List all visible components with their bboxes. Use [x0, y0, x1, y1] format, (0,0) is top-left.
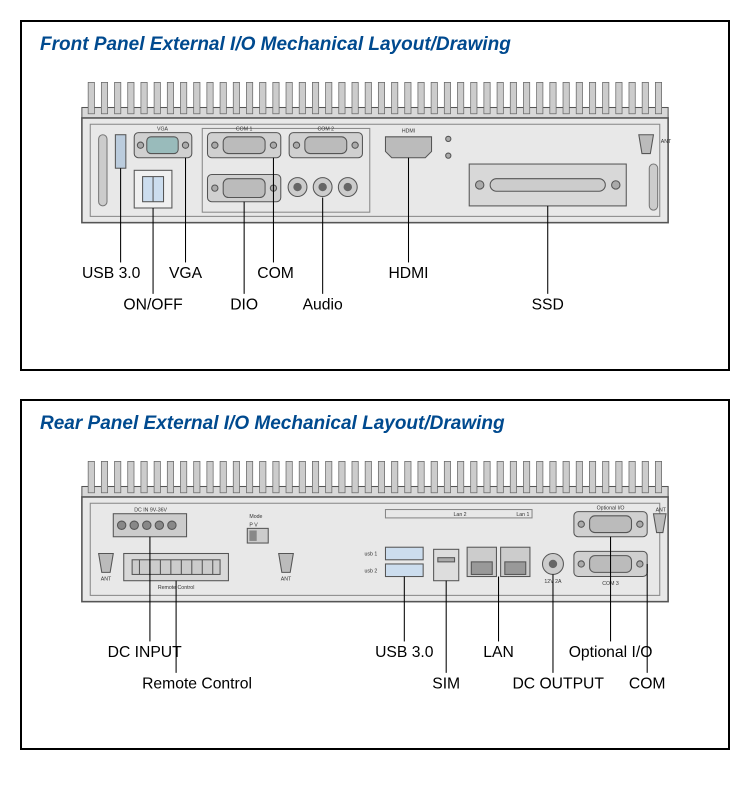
front-device-wrap: VGA COM 1 COM 2 [40, 74, 710, 351]
rear-panel-box: Rear Panel External I/O Mechanical Layou… [20, 399, 730, 750]
svg-text:ANT: ANT [101, 577, 112, 583]
label-dio: DIO [230, 297, 258, 314]
label-rear-usb30: USB 3.0 [375, 644, 434, 661]
svg-text:Lan 2: Lan 2 [454, 512, 467, 518]
label-hdmi: HDMI [388, 265, 428, 282]
svg-text:ANT: ANT [281, 577, 292, 583]
front-panel-title: Front Panel External I/O Mechanical Layo… [40, 34, 710, 56]
label-sim: SIM [432, 676, 460, 693]
label-optional: Optional I/O [569, 644, 653, 661]
label-remote: Remote Control [142, 676, 252, 693]
svg-text:usb 2: usb 2 [365, 569, 378, 575]
svg-text:DC IN 9V-36V: DC IN 9V-36V [134, 508, 167, 514]
label-usb30: USB 3.0 [82, 265, 141, 282]
svg-text:COM 1: COM 1 [236, 127, 253, 133]
svg-text:Optional I/O: Optional I/O [597, 506, 625, 512]
label-vga: VGA [169, 265, 203, 282]
svg-text:P V: P V [249, 522, 258, 528]
front-panel-box: Front Panel External I/O Mechanical Layo… [20, 20, 730, 371]
front-panel-svg: VGA COM 1 COM 2 [40, 74, 710, 346]
svg-text:HDMI: HDMI [402, 129, 415, 135]
svg-text:Lan 1: Lan 1 [516, 512, 529, 518]
label-dcoutput: DC OUTPUT [512, 676, 604, 693]
label-lan: LAN [483, 644, 514, 661]
label-rear-com: COM [629, 676, 666, 693]
svg-text:ANT: ANT [661, 139, 672, 145]
label-onoff: ON/OFF [123, 297, 182, 314]
rear-panel-title: Rear Panel External I/O Mechanical Layou… [40, 413, 710, 435]
label-ssd: SSD [532, 297, 564, 314]
label-com: COM [257, 265, 294, 282]
svg-text:ANT: ANT [656, 508, 667, 514]
rear-panel-svg: DC IN 9V-36V ANT [40, 453, 710, 725]
svg-text:VGA: VGA [157, 127, 169, 133]
svg-text:Mode: Mode [249, 514, 262, 520]
svg-text:usb 1: usb 1 [365, 552, 378, 558]
label-audio: Audio [303, 297, 343, 314]
rear-device-wrap: DC IN 9V-36V ANT [40, 453, 710, 730]
svg-text:COM 2: COM 2 [318, 127, 335, 133]
label-dcinput: DC INPUT [108, 644, 182, 661]
